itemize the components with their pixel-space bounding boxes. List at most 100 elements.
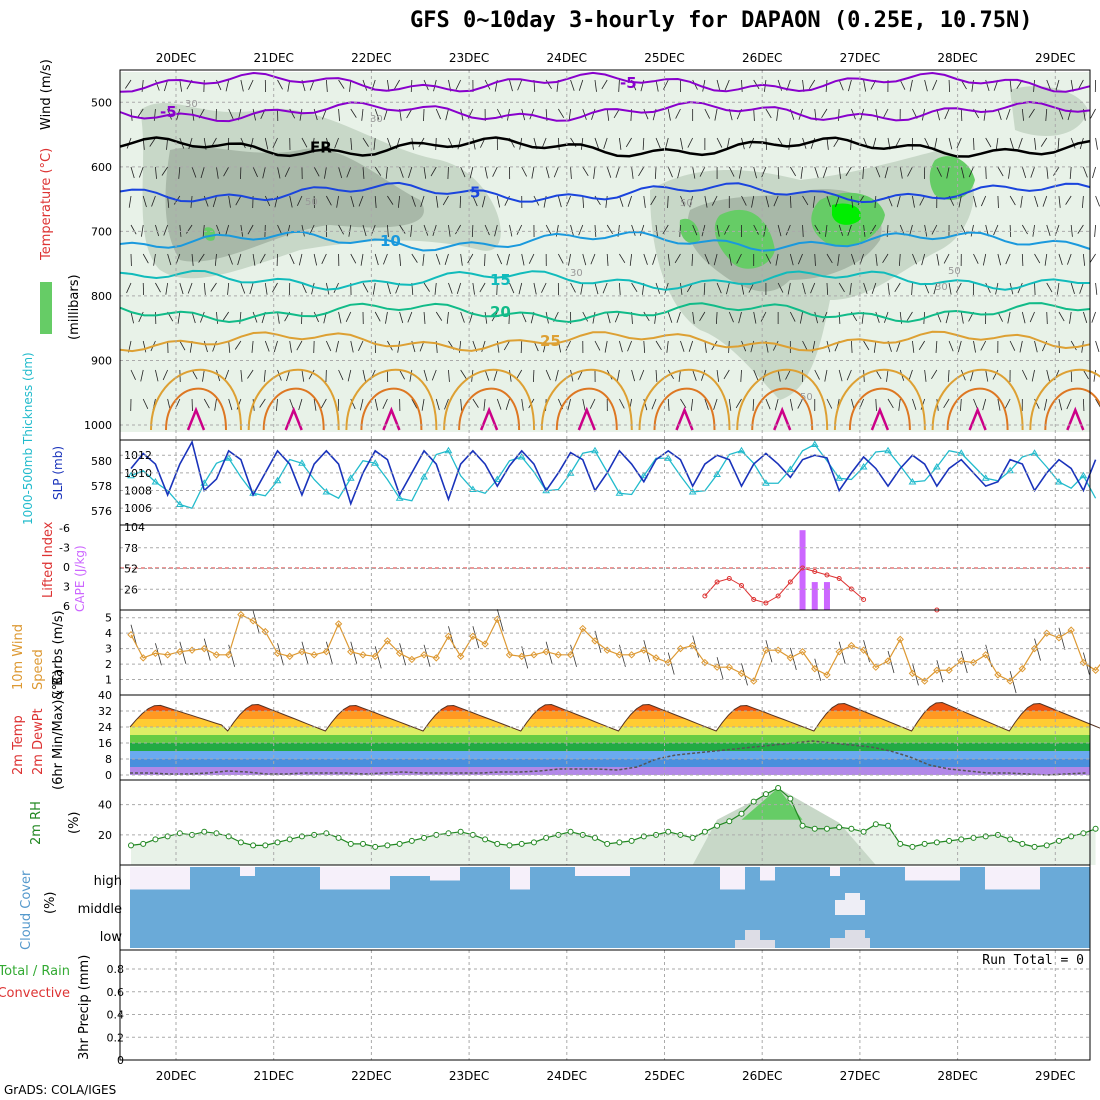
wind-barb xyxy=(663,79,669,90)
wind-marker xyxy=(945,666,953,674)
thickness-marker xyxy=(395,494,404,501)
wind-barb xyxy=(931,224,938,235)
wind-barb xyxy=(899,79,906,90)
wind-barb xyxy=(862,166,864,179)
wind-barb xyxy=(234,340,242,350)
wind-barb xyxy=(387,195,394,205)
wind-marker xyxy=(322,648,331,656)
wind-barb xyxy=(810,282,816,294)
isotherm-30-loop xyxy=(1044,387,1100,431)
wind-barb xyxy=(1046,224,1051,236)
wind-barb xyxy=(187,282,193,294)
wind-barb xyxy=(676,311,681,323)
wind-barb xyxy=(1095,282,1098,295)
wind-barb xyxy=(456,282,462,294)
li-marker xyxy=(763,600,769,606)
ylabel-total-rain: Total / Rain xyxy=(0,964,70,979)
wind-barb xyxy=(580,282,584,295)
wind-barb xyxy=(496,195,501,208)
wind-barb xyxy=(545,224,552,235)
wind-barb xyxy=(936,253,940,266)
wind-barb xyxy=(692,311,695,324)
wind-barb xyxy=(528,253,535,264)
wind-barb xyxy=(674,253,681,264)
wind-barb xyxy=(469,166,474,179)
wind-barb xyxy=(423,166,427,179)
wind-barb xyxy=(863,640,870,663)
wind-barb xyxy=(594,195,601,205)
wind-barb xyxy=(982,253,987,266)
wind-barb xyxy=(1046,369,1050,382)
wind-barb xyxy=(406,108,413,119)
rh-marker xyxy=(1019,840,1026,847)
li-marker xyxy=(787,579,793,585)
wind-marker xyxy=(188,646,196,654)
wind-barb xyxy=(655,340,662,350)
rh-contour-label: 50 xyxy=(680,198,693,209)
ylabel-wind: Wind (m/s) xyxy=(39,59,54,130)
wind-barb xyxy=(667,108,671,121)
wind-barb xyxy=(912,398,917,410)
wind-barb xyxy=(399,311,404,324)
wind-barb xyxy=(906,311,913,321)
wind-barb xyxy=(675,108,681,119)
wind-barb xyxy=(702,79,706,92)
thickness-marker xyxy=(884,446,892,454)
thickness-marker xyxy=(151,478,160,485)
wind-barb xyxy=(738,166,742,179)
isotherm-line xyxy=(119,100,1091,123)
wind-barb xyxy=(214,398,217,411)
wind-barb xyxy=(948,79,951,92)
rh-marker xyxy=(897,840,904,847)
isotherm-25-loop xyxy=(833,369,926,431)
wind-barb xyxy=(631,282,638,292)
rh-contour-label: 30 xyxy=(370,114,383,125)
rh-contour-label: 50 xyxy=(948,266,961,277)
cape-tick-label: 26 xyxy=(124,583,138,596)
wind-marker xyxy=(786,654,795,662)
ylabel-3hr-precip: 3hr Precip (mm) xyxy=(77,955,92,1060)
wind-barb xyxy=(1046,79,1052,91)
wind-barb xyxy=(225,224,230,237)
wind-barb xyxy=(198,253,205,263)
wind-barb xyxy=(619,195,624,207)
wind-barb xyxy=(203,398,210,409)
wind-barb xyxy=(521,253,525,266)
wind-barb xyxy=(825,79,828,92)
precip-ylabel: 3hr Precip (mm) xyxy=(77,955,92,1060)
wind-barb xyxy=(931,369,938,379)
wind-barb xyxy=(423,282,430,292)
wind-barb xyxy=(373,137,376,150)
wind-barb xyxy=(814,166,819,178)
thickness-marker xyxy=(664,454,673,461)
wind-barb xyxy=(308,369,315,380)
wind-barb xyxy=(643,195,646,208)
wind-barb xyxy=(289,108,296,119)
wind-barb xyxy=(435,108,441,120)
wind-barb xyxy=(521,166,528,177)
wind-barb xyxy=(335,340,339,353)
wind-barb xyxy=(296,195,303,206)
rh-marker xyxy=(445,830,452,837)
wind-marker xyxy=(762,646,770,654)
wind-barb xyxy=(1021,253,1024,266)
wind-barb xyxy=(362,224,367,237)
rh-marker xyxy=(1092,825,1099,832)
li-marker xyxy=(726,576,732,581)
wind-barb xyxy=(1034,137,1037,150)
wind-barb xyxy=(1005,253,1011,265)
wind-barb xyxy=(1058,311,1065,322)
isotherm-line xyxy=(119,302,1091,324)
wind-marker xyxy=(127,631,135,639)
wind-barb xyxy=(642,137,645,150)
wind-barb xyxy=(494,224,498,237)
wind-barb xyxy=(359,398,364,411)
wind-barb xyxy=(484,224,490,236)
wind-barb xyxy=(517,79,523,91)
wind-barb xyxy=(907,166,913,177)
wind-barb xyxy=(484,166,488,179)
wind-barb xyxy=(753,79,760,90)
wind-barb xyxy=(765,195,770,208)
wind-barb xyxy=(716,282,722,294)
grid-cape xyxy=(120,525,1090,610)
